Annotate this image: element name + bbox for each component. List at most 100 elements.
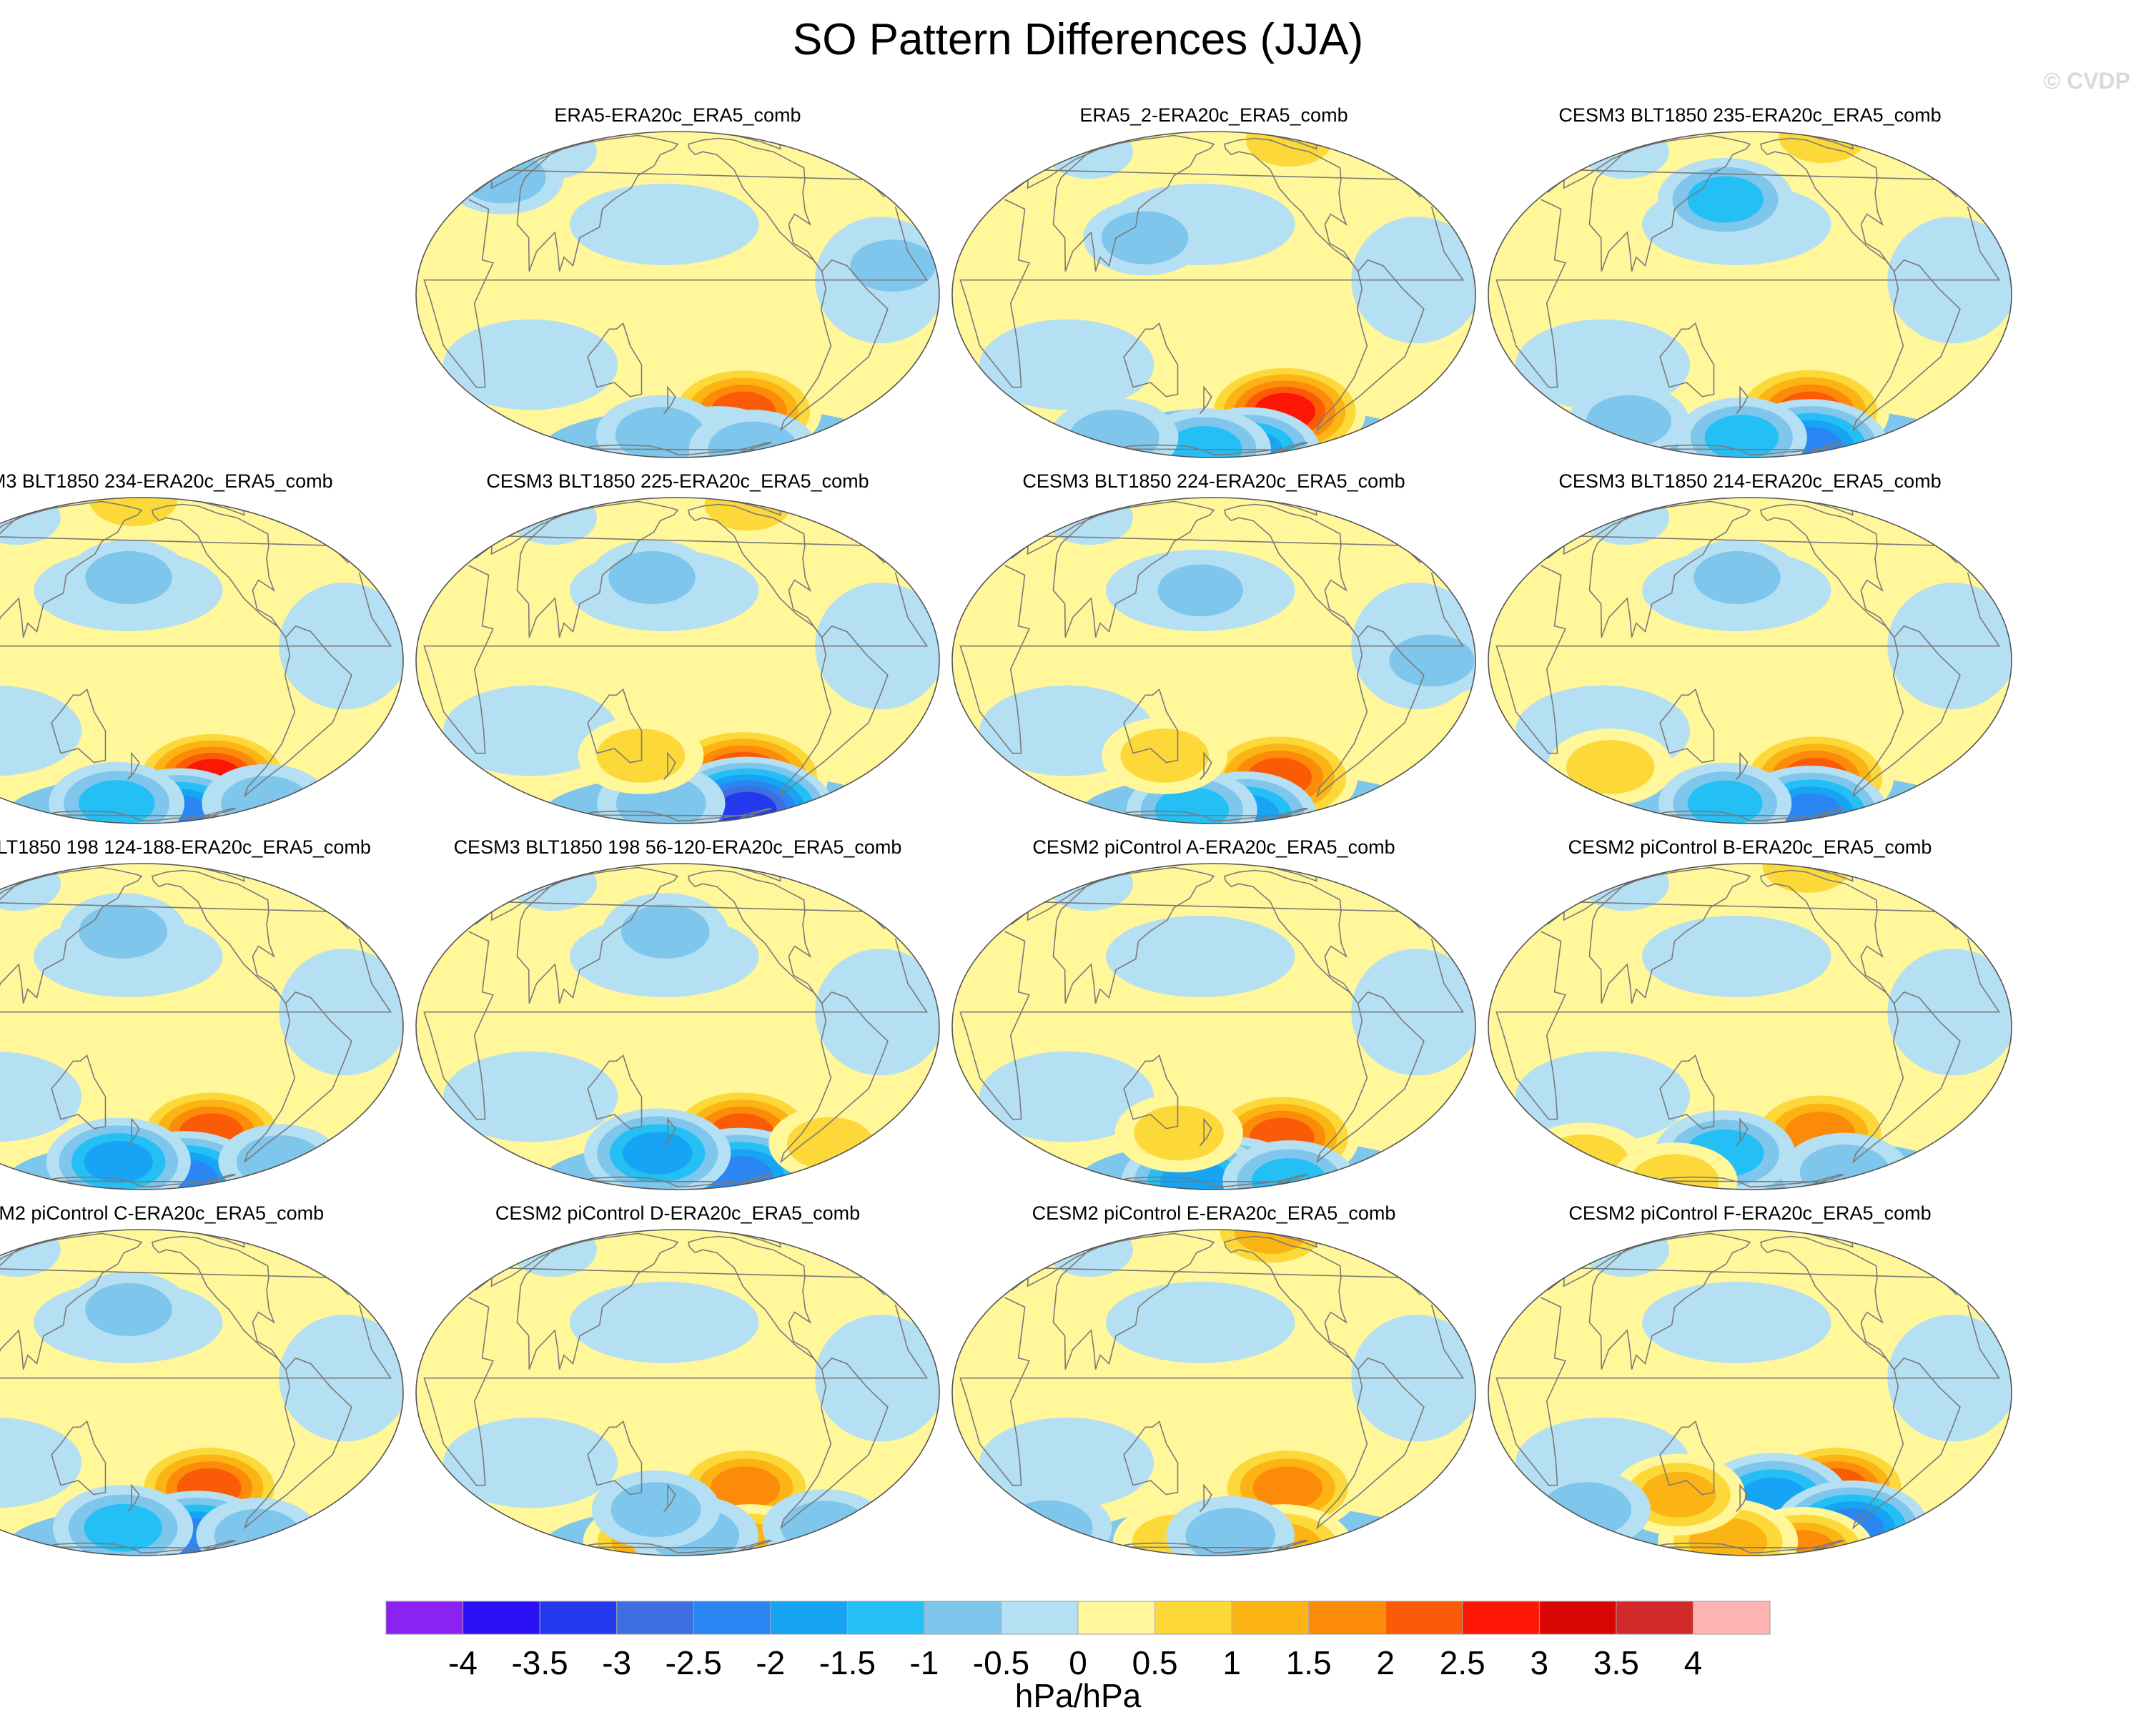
- panel-cesm3-blt1850-234-era20c-era5-comb: CESM3 BLT1850 234-ERA20c_ERA5_comb: [0, 470, 404, 824]
- contour-level: [1120, 728, 1210, 783]
- map-field: [0, 1230, 403, 1556]
- anomaly-center: [591, 1470, 721, 1549]
- africa-outline: [423, 565, 929, 754]
- north-america-outline: [1223, 503, 1359, 638]
- colorbar-tick-label: 2: [1376, 1644, 1395, 1681]
- australia-outline: [1123, 1054, 1179, 1130]
- panel-title: ERA5_2-ERA20c_ERA5_comb: [1079, 104, 1348, 126]
- north-america-outline: [1759, 869, 1895, 1004]
- contour-level: [1538, 1134, 1629, 1190]
- map-border: [415, 1229, 940, 1556]
- africa-outline: [1495, 565, 2001, 754]
- field-band: [443, 319, 618, 410]
- colorbar-bin: [1539, 1601, 1617, 1634]
- africa-outline: [423, 1297, 929, 1486]
- figure-title: SO Pattern Differences (JJA): [793, 15, 1363, 64]
- australia-outline: [1659, 1054, 1715, 1130]
- north-america-outline: [687, 869, 823, 1004]
- field-band: [0, 1417, 82, 1508]
- colorbar-bin: [770, 1601, 848, 1634]
- africa-outline: [1495, 931, 2001, 1120]
- africa-outline: [1495, 199, 2001, 388]
- australia-outline: [51, 1054, 107, 1130]
- new-zealand-outline: [127, 751, 140, 781]
- panel-cesm2-picontrol-e-era20c-era5-comb: CESM2 piControl E-ERA20c_ERA5_comb: [951, 1202, 1476, 1556]
- south-america-outline: [1315, 259, 1425, 432]
- map-border: [951, 1229, 1476, 1556]
- south-america-outline: [243, 991, 352, 1164]
- africa-outline: [0, 931, 392, 1120]
- map-field: [1488, 1230, 2012, 1556]
- panel-cesm2-picontrol-f-era20c-era5-comb: CESM2 piControl F-ERA20c_ERA5_comb: [1488, 1202, 2012, 1556]
- south-america-outline: [1851, 1357, 1961, 1530]
- colorbar-bin: [1001, 1601, 1079, 1634]
- anomaly-center: [218, 1124, 342, 1190]
- anomaly-center: [1522, 1470, 1651, 1549]
- panel-cesm2-picontrol-d-era20c-era5-comb: CESM2 piControl D-ERA20c_ERA5_comb: [415, 1202, 940, 1556]
- anomaly-center: [1114, 1094, 1243, 1172]
- north-america-outline: [1223, 1235, 1359, 1370]
- new-zealand-outline: [1735, 1117, 1749, 1147]
- colorbar-tick-label: -4: [448, 1644, 478, 1681]
- contour-level: [79, 904, 168, 959]
- map-border: [951, 863, 1476, 1190]
- contour-level: [1704, 415, 1779, 458]
- south-america-outline: [1315, 991, 1425, 1164]
- new-zealand-outline: [663, 385, 676, 415]
- map-border: [1488, 131, 2012, 458]
- map-field: [416, 864, 939, 1190]
- contour-level: [781, 1501, 870, 1555]
- australia-outline: [1659, 688, 1715, 763]
- contour-level: [1693, 550, 1781, 605]
- panels: ERA5-ERA20c_ERA5_comb ERA5_2-ERA20c_ERA5_…: [0, 104, 2012, 1556]
- colorbar-tick-label: -0.5: [973, 1644, 1029, 1681]
- anomaly-center: [66, 540, 191, 616]
- panel-title: CESM3 BLT1850 225-ERA20c_ERA5_comb: [486, 470, 869, 492]
- panel-title: CESM3 BLT1850 235-ERA20c_ERA5_comb: [1558, 104, 1941, 126]
- map-border: [951, 131, 1476, 458]
- map-border: [415, 863, 940, 1190]
- field-band: [979, 1051, 1154, 1142]
- panel-cesm3-blt1850-224-era20c-era5-comb: CESM3 BLT1850 224-ERA20c_ERA5_comb: [951, 470, 1476, 824]
- panel-cesm3-blt1850-198-56-120-era20c-era5-comb: CESM3 BLT1850 198 56-120-ERA20c_ERA5_com…: [415, 836, 940, 1190]
- map-border: [0, 497, 404, 824]
- colorbar-tick-label: -2.5: [666, 1644, 722, 1681]
- colorbar: -4 -3.5 -3 -2.5 -2 -1.5 -1 -0.5 0 0.5 1 1.5 2 2.5 3 3.5…: [385, 1601, 1771, 1681]
- contour-level: [1069, 410, 1159, 458]
- new-zealand-outline: [1735, 1483, 1749, 1513]
- colorbar-units: hPa/hPa: [1015, 1677, 1142, 1714]
- contour-level: [708, 421, 798, 458]
- north-america-outline: [687, 503, 823, 638]
- anomaly-center: [602, 893, 728, 970]
- asia-outline: [1588, 500, 1751, 638]
- africa-outline: [423, 199, 929, 388]
- asia-outline: [516, 500, 679, 638]
- panel-cesm3-blt1850-214-era20c-era5-comb: CESM3 BLT1850 214-ERA20c_ERA5_comb: [1488, 470, 2012, 824]
- africa-outline: [959, 931, 1465, 1120]
- north-america-outline: [1759, 137, 1895, 272]
- anomaly-center: [1049, 397, 1179, 458]
- colorbar-tick-label: 1: [1222, 1644, 1241, 1681]
- australia-outline: [51, 688, 107, 763]
- contour-level: [1687, 176, 1764, 223]
- south-america-outline: [779, 1357, 889, 1530]
- anomaly-center: [49, 761, 185, 824]
- map-field: [1488, 132, 2012, 458]
- colorbar-tick-label: 4: [1684, 1644, 1703, 1681]
- south-america-outline: [1315, 1357, 1425, 1530]
- coastlines: [1495, 864, 2001, 1188]
- new-zealand-outline: [1199, 385, 1212, 415]
- colorbar-tick-label: -3.5: [511, 1644, 568, 1681]
- colorbar-bin: [1616, 1601, 1693, 1634]
- colorbar-bin: [616, 1601, 694, 1634]
- field-band: [1106, 1281, 1295, 1363]
- colorbar-tick-label: -1.5: [819, 1644, 876, 1681]
- africa-outline: [423, 931, 929, 1120]
- contour-level: [710, 1466, 781, 1509]
- anomaly-center: [590, 540, 714, 616]
- colorbar-bin: [847, 1601, 925, 1634]
- colorbar-bin: [1232, 1601, 1310, 1634]
- panel-title: CESM2 piControl B-ERA20c_ERA5_comb: [1568, 836, 1932, 858]
- colorbar-bin: [386, 1601, 464, 1634]
